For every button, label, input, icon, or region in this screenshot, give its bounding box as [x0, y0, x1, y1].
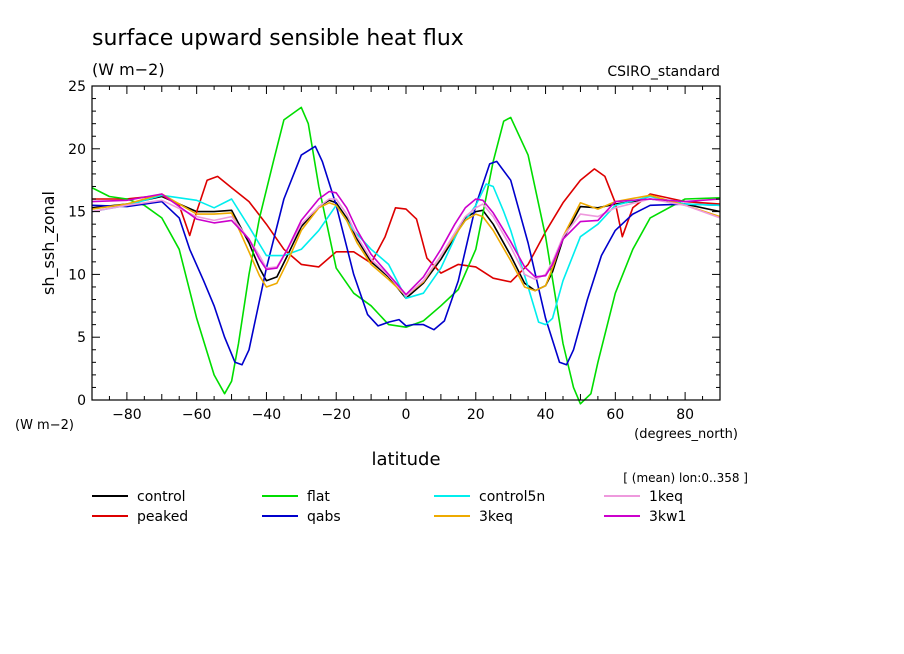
legend-label: control	[137, 489, 186, 505]
x-tick-label: 40	[537, 407, 555, 423]
legend-label: 1keq	[649, 489, 683, 505]
legend-label: 3keq	[479, 509, 513, 525]
legend-item-control5n: control5n	[434, 489, 545, 505]
chart-subtitle-unit: (W m−2)	[92, 60, 165, 79]
chart-title: surface upward sensible heat flux	[92, 26, 464, 51]
x-tick-label: −20	[321, 407, 351, 423]
x-axis-ticks: −80 −60 −40 −20 0 20 40 60 80	[91, 86, 721, 423]
legend-label: flat	[307, 489, 330, 505]
plot-border	[91, 85, 721, 401]
y-axis-ticks: 0 5 10 15 20 25	[68, 79, 720, 409]
legend-item-3kw1: 3kw1	[604, 509, 686, 525]
y-axis-unit: (W m−2)	[15, 418, 74, 433]
legend-item-control: control	[92, 489, 186, 505]
plot-area	[92, 106, 720, 405]
y-tick-label: 0	[77, 393, 86, 409]
y-axis-label: sh_ssh_zonal	[39, 191, 59, 295]
model-label: CSIRO_standard	[607, 64, 720, 80]
series-line-control5n	[92, 183, 720, 326]
legend-item-1keq: 1keq	[604, 489, 683, 505]
series-line-peaked	[92, 168, 720, 283]
x-tick-label: 80	[676, 407, 694, 423]
averaging-note: [ (mean) lon:0..358 ]	[623, 471, 748, 485]
legend-label: qabs	[307, 509, 341, 525]
y-tick-label: 5	[77, 330, 86, 346]
y-tick-label: 10	[68, 267, 86, 283]
x-tick-label: 20	[467, 407, 485, 423]
series-line-qabs	[92, 145, 720, 366]
x-tick-label: −40	[252, 407, 282, 423]
legend: control peaked flat qabs control5n 3keq 1keq 3k…	[92, 489, 686, 525]
x-tick-label: −80	[112, 407, 142, 423]
y-tick-label: 25	[68, 79, 86, 95]
series-line-1keq	[92, 198, 720, 297]
legend-item-3keq: 3keq	[434, 509, 513, 525]
series-line-flat	[92, 106, 720, 405]
legend-label: control5n	[479, 489, 545, 505]
legend-label: 3kw1	[649, 509, 686, 525]
legend-item-flat: flat	[262, 489, 330, 505]
x-axis-label: latitude	[371, 449, 440, 470]
plot-frame	[91, 85, 721, 401]
x-tick-label: 0	[402, 407, 411, 423]
legend-item-peaked: peaked	[92, 509, 188, 525]
x-tick-label: −60	[182, 407, 212, 423]
legend-item-qabs: qabs	[262, 509, 341, 525]
y-tick-label: 15	[68, 205, 86, 221]
legend-label: peaked	[137, 509, 188, 525]
series-line-3kw1	[92, 190, 720, 296]
y-tick-label: 20	[68, 142, 86, 158]
x-tick-label: 60	[606, 407, 624, 423]
x-axis-unit: (degrees_north)	[634, 427, 738, 442]
